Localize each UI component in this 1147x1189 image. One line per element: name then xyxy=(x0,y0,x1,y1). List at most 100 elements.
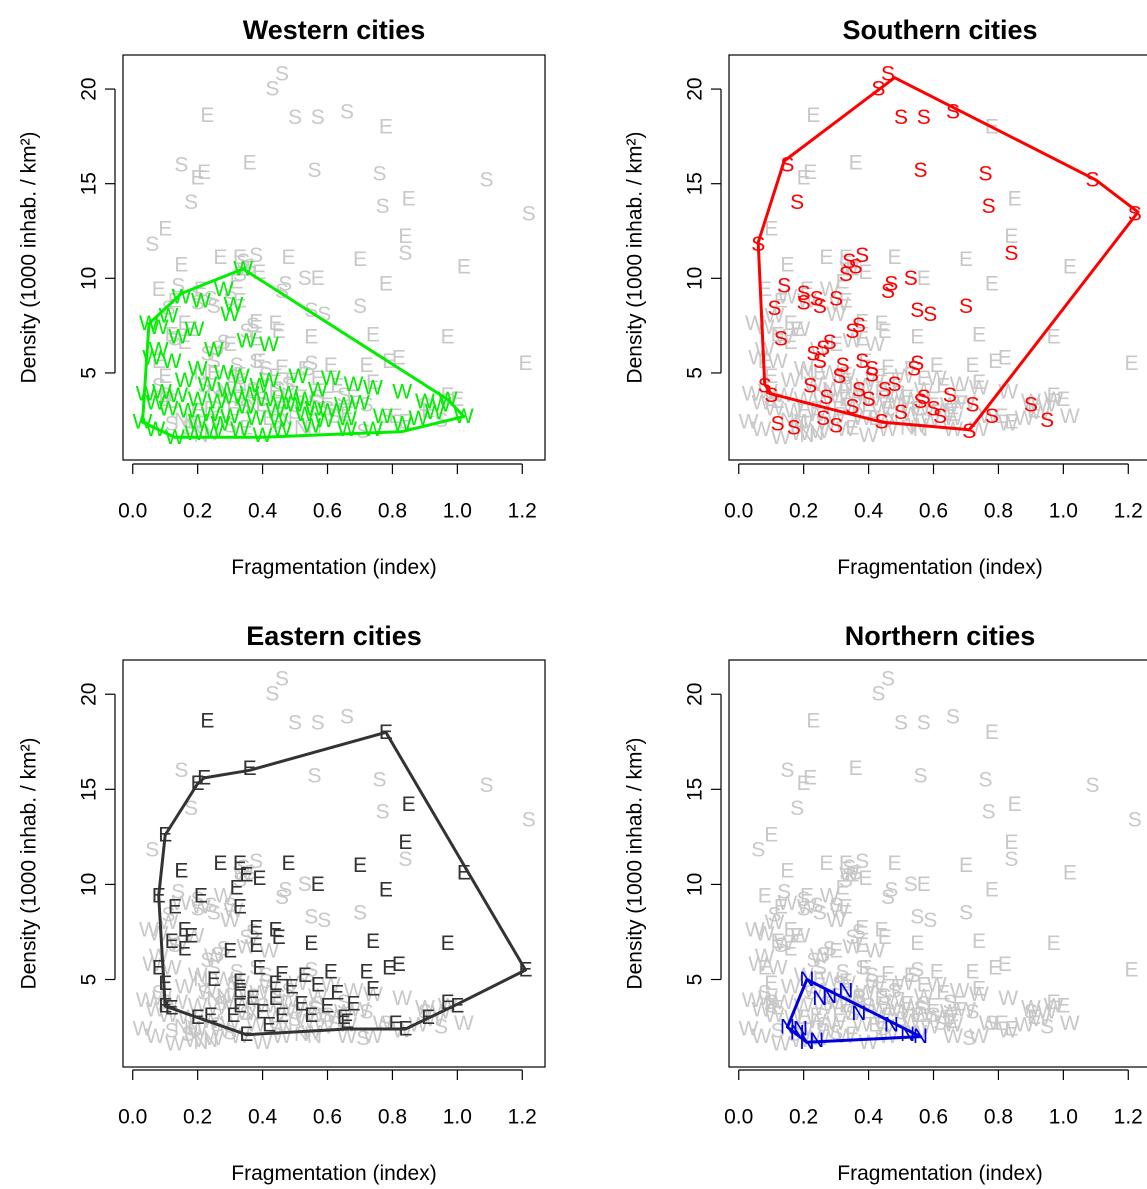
point-south: S xyxy=(317,909,331,932)
point-west: W xyxy=(230,972,250,995)
point-west: W xyxy=(246,407,266,430)
point-east: E xyxy=(246,987,260,1010)
point-east: E xyxy=(891,369,905,392)
point-east: E xyxy=(256,1000,270,1023)
point-south: S xyxy=(337,384,351,407)
point-west: W xyxy=(748,953,768,976)
y-tick-label: 20 xyxy=(78,77,101,100)
point-west: W xyxy=(214,278,234,301)
x-tick-label: 0.4 xyxy=(248,1106,278,1129)
point-west: W xyxy=(911,1004,931,1027)
point-south: S xyxy=(813,350,827,373)
point-east: E xyxy=(839,246,853,269)
point-west: W xyxy=(139,919,159,942)
point-east: E xyxy=(832,1004,846,1027)
point-east: E xyxy=(330,375,344,398)
point-west: W xyxy=(911,397,931,420)
point-west: W xyxy=(149,316,169,339)
point-west: W xyxy=(794,411,814,434)
point-west: W xyxy=(210,413,230,436)
point-east: E xyxy=(353,248,367,271)
point-west: W xyxy=(745,312,765,335)
point-south: S xyxy=(207,901,221,924)
point-east: E xyxy=(330,981,344,1004)
point-east: E xyxy=(764,823,778,846)
point-west: W xyxy=(820,968,840,991)
point-west: W xyxy=(1021,390,1041,413)
x-tick-label: 0.8 xyxy=(984,1106,1013,1129)
point-west: W xyxy=(191,290,211,313)
point-west: W xyxy=(1021,997,1041,1020)
point-west: W xyxy=(842,936,862,959)
point-south: S xyxy=(239,926,253,949)
point-south: S xyxy=(197,981,211,1004)
point-east: E xyxy=(797,772,811,795)
point-east: E xyxy=(324,354,338,377)
point-west: W xyxy=(230,365,250,388)
x-tick-label: 1.2 xyxy=(1114,1106,1143,1129)
point-south: S xyxy=(376,195,390,218)
point-south: S xyxy=(797,291,811,314)
point-east: E xyxy=(930,960,944,983)
point-west: W xyxy=(363,418,383,441)
point-east: E xyxy=(311,873,325,896)
point-south: S xyxy=(923,303,937,326)
point-south: S xyxy=(398,848,412,871)
point-east: E xyxy=(165,390,179,413)
point-east: E xyxy=(158,388,172,411)
point-south: S xyxy=(191,898,205,921)
point-east: E xyxy=(340,403,354,426)
point-east: E xyxy=(1027,1006,1041,1029)
x-tick-label: 1.2 xyxy=(508,500,537,523)
point-east: E xyxy=(340,1010,354,1033)
point-east: E xyxy=(398,411,412,434)
point-west: W xyxy=(742,989,762,1012)
point-west: W xyxy=(321,367,341,390)
point-south: S xyxy=(301,964,315,987)
point-south: S xyxy=(1086,774,1100,797)
point-west: W xyxy=(240,382,260,405)
point-south: S xyxy=(959,901,973,924)
point-east: E xyxy=(774,896,788,919)
point-west: W xyxy=(188,995,208,1018)
convex-hull xyxy=(157,730,527,1037)
point-east: E xyxy=(194,884,208,907)
point-east: E xyxy=(1056,388,1070,411)
point-east: E xyxy=(797,167,811,190)
y-tick-label: 15 xyxy=(78,778,101,801)
point-west: W xyxy=(363,377,383,400)
point-west: W xyxy=(956,998,976,1021)
point-west: W xyxy=(220,1012,240,1035)
point-east: E xyxy=(875,365,889,388)
point-north: N xyxy=(193,424,208,447)
point-south: S xyxy=(836,354,850,377)
point-east: E xyxy=(366,930,380,953)
point-east: E xyxy=(881,397,895,420)
point-east: E xyxy=(298,964,312,987)
point-east: E xyxy=(174,860,188,883)
point-south: S xyxy=(184,797,198,820)
point-north: N xyxy=(812,987,827,1010)
point-east: E xyxy=(819,852,833,875)
point-west: W xyxy=(820,278,840,301)
point-west: W xyxy=(765,911,785,934)
point-east: E xyxy=(249,934,263,957)
point-west: W xyxy=(829,900,849,923)
point-east: E xyxy=(946,1010,960,1033)
point-south: S xyxy=(304,352,318,375)
point-south: S xyxy=(379,405,393,428)
point-west: W xyxy=(816,1019,836,1042)
point-west: W xyxy=(752,418,772,441)
point-east: E xyxy=(239,863,253,886)
point-west: W xyxy=(742,382,762,405)
point-east: E xyxy=(839,970,853,993)
point-west: W xyxy=(940,394,960,417)
point-west: W xyxy=(872,399,892,422)
point-west: W xyxy=(755,339,775,362)
point-west: W xyxy=(907,1021,927,1044)
point-east: E xyxy=(836,877,850,900)
point-south: S xyxy=(904,873,918,896)
point-east: E xyxy=(797,399,811,422)
point-west: W xyxy=(165,1033,185,1056)
